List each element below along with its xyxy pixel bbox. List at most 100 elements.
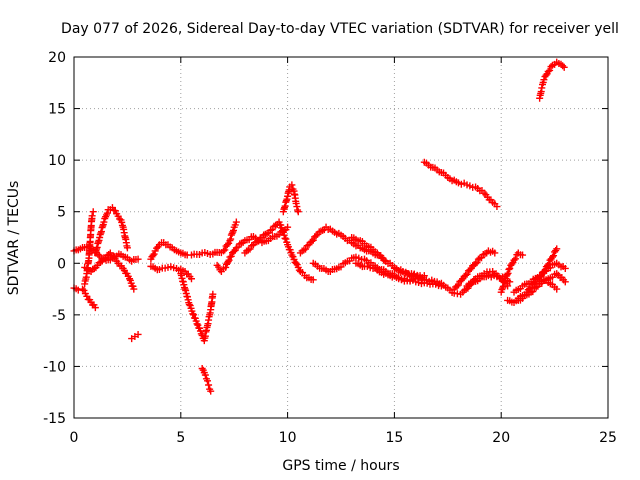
data-point — [508, 260, 516, 268]
data-point — [536, 273, 544, 281]
axis-ticks: 0 5 10 15 20 25 -15 -10 -5 0 5 10 15 20 — [43, 50, 617, 446]
data-point — [561, 264, 569, 272]
data-point — [227, 231, 235, 239]
data-point — [454, 281, 462, 289]
y-tick-label: -5 — [52, 308, 66, 324]
data-point — [500, 279, 508, 287]
y-tick-label: 10 — [48, 153, 66, 169]
data-point — [510, 256, 518, 264]
data-point — [91, 304, 99, 312]
data-point — [227, 252, 235, 260]
data-point — [511, 255, 519, 263]
data-point — [540, 268, 548, 276]
data-point — [292, 199, 300, 207]
data-point — [499, 283, 507, 291]
data-point — [204, 377, 211, 385]
y-tick-label: -10 — [43, 359, 66, 375]
data-point — [505, 265, 513, 273]
data-point — [232, 218, 240, 226]
data-point — [280, 231, 288, 239]
x-axis-label: GPS time / hours — [282, 458, 399, 474]
y-tick-label: 20 — [48, 50, 66, 66]
data-point — [544, 67, 552, 75]
data-point — [453, 282, 461, 290]
data-point — [185, 301, 193, 309]
data-point — [229, 226, 237, 234]
data-point — [189, 310, 197, 318]
data-point — [229, 228, 237, 236]
data-point — [498, 286, 506, 294]
grid-lines — [74, 57, 608, 418]
data-point — [227, 235, 235, 243]
data-point — [225, 256, 233, 264]
plot-frame — [73, 56, 609, 419]
data-point — [90, 264, 98, 272]
data-point — [493, 203, 501, 211]
data-point — [105, 251, 113, 259]
data-point — [209, 290, 217, 298]
data-point — [553, 285, 561, 293]
data-point — [294, 208, 302, 216]
data-point — [284, 223, 292, 231]
data-point — [89, 208, 97, 216]
data-point — [506, 264, 514, 272]
x-tick-label: 15 — [385, 430, 403, 446]
data-point — [79, 285, 87, 293]
data-point — [88, 212, 96, 220]
data-point — [134, 255, 142, 263]
data-point — [223, 241, 231, 249]
y-axis-label: SDTVAR / TECUs — [6, 181, 22, 296]
data-point — [319, 226, 327, 234]
data-point — [205, 381, 213, 389]
x-tick-label: 5 — [176, 430, 185, 446]
data-point — [263, 230, 271, 238]
data-point — [474, 255, 482, 263]
data-point — [308, 237, 316, 245]
x-tick-label: 0 — [70, 430, 79, 446]
data-point — [546, 66, 554, 74]
data-point — [226, 237, 234, 245]
data-marks — [70, 58, 569, 395]
data-point — [226, 253, 234, 261]
data-point — [466, 266, 474, 274]
data-point — [479, 251, 487, 259]
data-point — [130, 285, 138, 293]
data-point — [293, 203, 301, 211]
y-tick-label: 5 — [57, 205, 66, 221]
chart-title: Day 077 of 2026, Sidereal Day-to-day VTE… — [61, 21, 619, 37]
data-point — [527, 284, 535, 292]
data-point — [540, 76, 548, 84]
data-point — [230, 248, 238, 256]
data-point — [472, 260, 480, 268]
data-point — [228, 230, 236, 238]
data-point — [220, 247, 228, 255]
y-tick-label: -15 — [43, 411, 66, 427]
data-point — [538, 84, 546, 92]
data-point — [224, 258, 232, 266]
x-tick-label: 25 — [599, 430, 617, 446]
data-point — [222, 263, 230, 271]
data-point — [463, 270, 471, 278]
data-point — [281, 234, 289, 242]
data-point — [473, 259, 481, 267]
data-point — [559, 62, 567, 70]
data-point — [491, 249, 499, 257]
data-point — [288, 181, 296, 189]
data-point — [545, 260, 553, 268]
data-point — [557, 60, 565, 68]
data-point — [282, 235, 290, 243]
data-point — [292, 259, 300, 267]
data-point — [504, 269, 512, 277]
data-point — [519, 251, 527, 259]
data-point — [100, 218, 108, 226]
data-point — [503, 271, 511, 279]
data-point — [561, 278, 569, 286]
data-point — [553, 245, 561, 253]
data-point — [261, 230, 269, 238]
data-point — [548, 253, 556, 261]
data-point — [309, 236, 317, 244]
data-point — [118, 218, 126, 226]
data-point — [150, 250, 158, 258]
data-point — [149, 251, 157, 259]
